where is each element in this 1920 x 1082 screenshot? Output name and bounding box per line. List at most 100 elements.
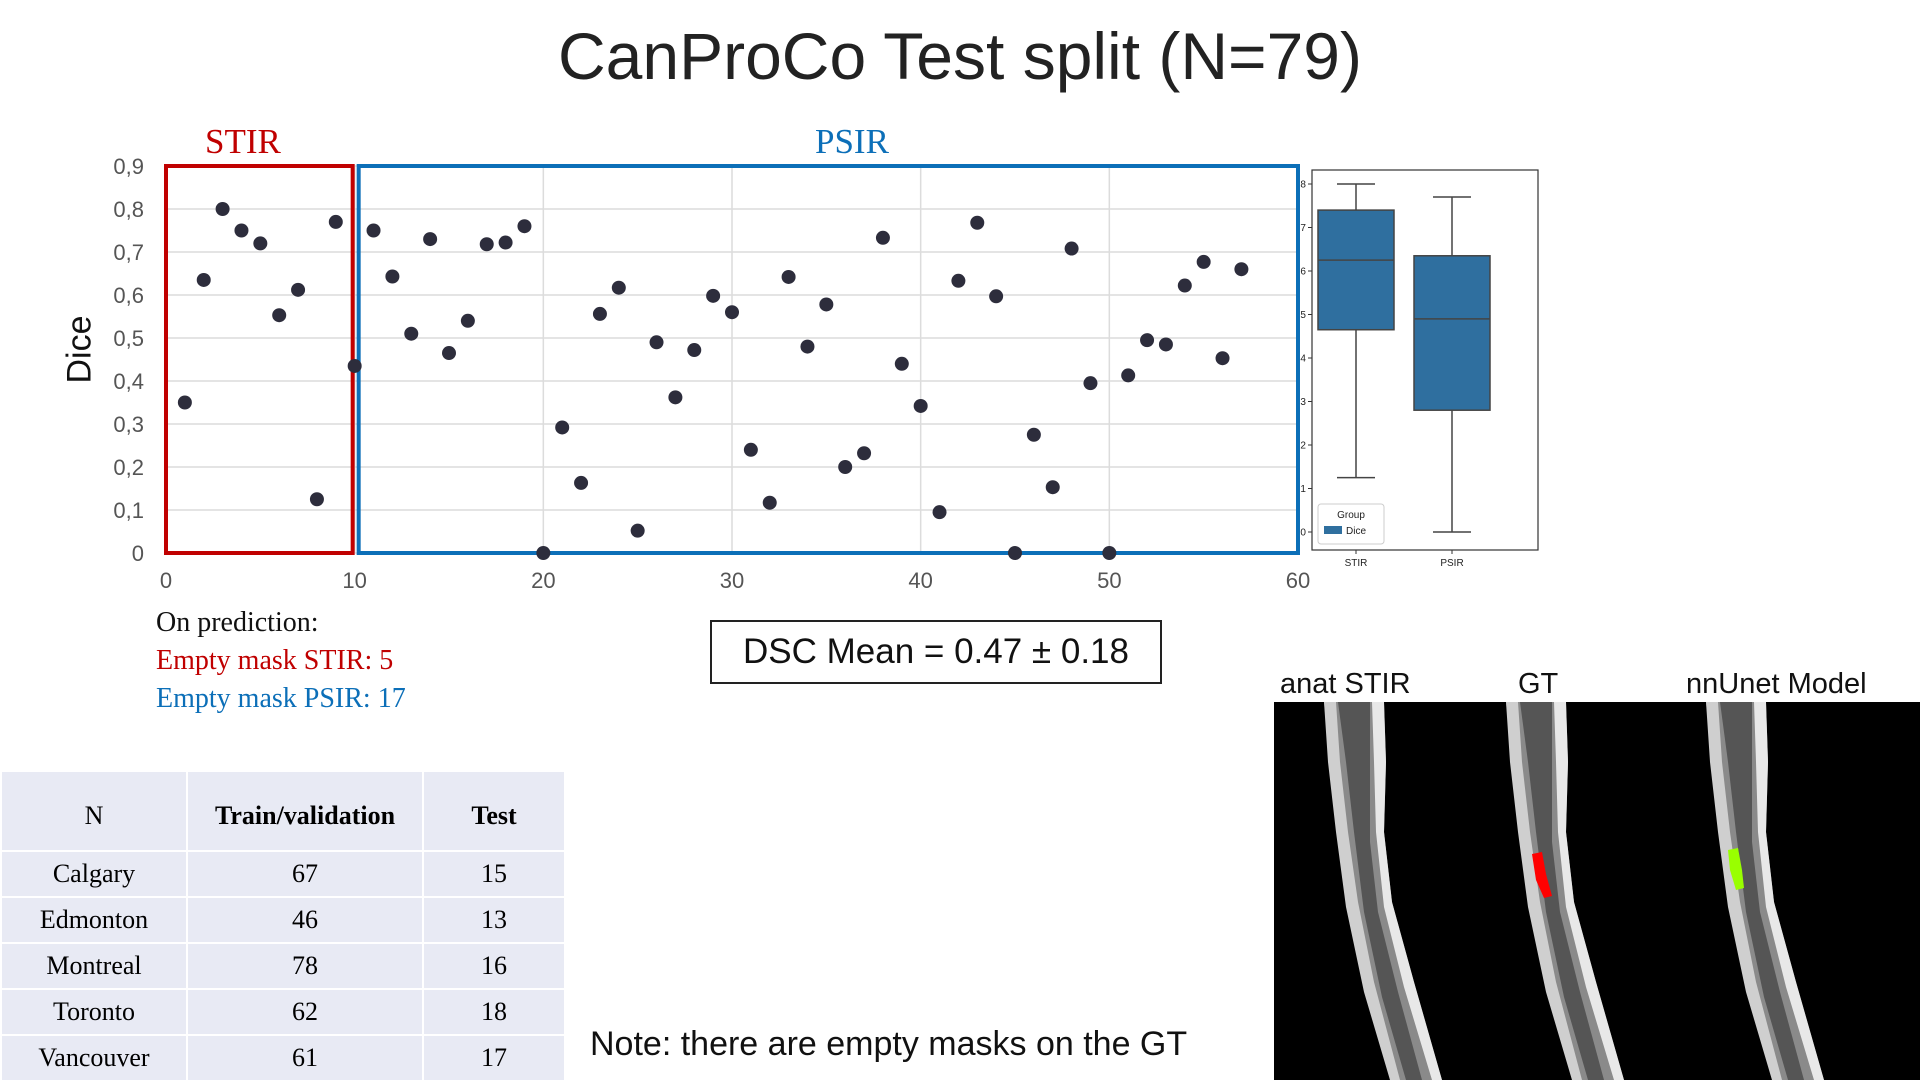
table-cell: 16: [422, 942, 566, 990]
table-cell: 15: [422, 850, 566, 898]
scatter-point: [857, 446, 872, 461]
x-tick-label: 0: [160, 568, 172, 593]
box-x-tick-label: STIR: [1345, 558, 1368, 569]
scatter-point: [215, 202, 230, 216]
scatter-point: [1121, 368, 1136, 383]
box-y-tick-label: 0.5: [1300, 310, 1306, 321]
box-y-tick-label: 0.8: [1300, 180, 1306, 191]
x-tick-label: 50: [1097, 568, 1121, 593]
region-box-stir: [164, 164, 355, 555]
scatter-point: [253, 236, 268, 251]
scatter-point: [442, 346, 456, 361]
table-header-cell: Test: [422, 770, 566, 852]
scatter-point: [725, 305, 739, 320]
scatter-point: [592, 306, 607, 321]
scatter-point: [743, 442, 758, 457]
scatter-point: [1064, 241, 1079, 256]
scatter-point: [555, 420, 570, 435]
scatter-point: [498, 235, 513, 250]
prediction-summary: On prediction: Empty mask STIR: 5 Empty …: [156, 604, 406, 718]
table-row: Edmonton 46 13: [0, 896, 566, 944]
x-tick-label: 30: [720, 568, 744, 593]
x-tick-label: 20: [531, 568, 555, 593]
table-row: Montreal 78 16: [0, 942, 566, 990]
y-tick-label: 0,4: [113, 369, 144, 394]
scatter-point: [1196, 254, 1211, 269]
scatter-point: [1215, 351, 1230, 366]
table-cell: 62: [186, 988, 424, 1036]
table-cell: Edmonton: [0, 896, 188, 944]
scatter-point: [1083, 376, 1098, 391]
legend-title: Group: [1337, 510, 1365, 521]
scatter-point: [328, 214, 343, 229]
scatter-point: [1026, 427, 1041, 442]
scatter-point: [762, 495, 777, 510]
table-row: Vancouver 61 17: [0, 1034, 566, 1082]
scatter-point: [234, 223, 249, 238]
legend-entry: Dice: [1346, 526, 1366, 537]
box-y-tick-label: 0.0: [1300, 528, 1306, 539]
table-cell: Calgary: [0, 850, 188, 898]
box-y-tick-label: 0.6: [1300, 267, 1306, 278]
scatter-point: [1177, 278, 1192, 293]
scatter-point: [291, 282, 306, 297]
y-tick-label: 0,8: [113, 197, 144, 222]
box-y-tick-label: 0.7: [1300, 223, 1306, 234]
scatter-point: [781, 269, 796, 284]
scatter-point: [1102, 546, 1117, 560]
dice-box-plot: 0.0 0.1 0.2 0.3 0.4 0.5 0.6 0.7 0.8 Dice STIR PSIR G…: [1300, 169, 1539, 569]
y-tick-label: 0,1: [113, 498, 144, 523]
scatter-point: [460, 313, 475, 328]
y-tick-label: 0,3: [113, 412, 144, 437]
scatter-point: [385, 269, 400, 284]
table-cell: 17: [422, 1034, 566, 1082]
region-box-psir: [356, 164, 1300, 555]
box-x-tick-label: PSIR: [1440, 558, 1463, 569]
dice-scatter-chart: 0 0,1 0,2 0,3 0,4 0,5 0,6 0,7 0,8 0,9 0 10 20 30 40 50 6…: [113, 154, 1310, 593]
box-iqr-stir: [1317, 209, 1395, 331]
stir-group-label: STIR: [205, 122, 281, 161]
mri-slice-model: [1706, 702, 1824, 1080]
box-y-tick-label: 0.4: [1300, 354, 1306, 365]
table-cell: Toronto: [0, 988, 188, 1036]
table-row: Calgary 67 15: [0, 850, 566, 898]
scatter-point: [611, 280, 626, 295]
mri-slice-gt: [1506, 702, 1624, 1080]
scatter-point: [1234, 262, 1249, 277]
table-cell: Montreal: [0, 942, 188, 990]
scatter-point: [1140, 333, 1155, 348]
scatter-point: [177, 395, 192, 410]
scatter-point: [479, 237, 494, 252]
y-tick-label: 0,9: [113, 154, 144, 179]
scatter-point: [630, 523, 645, 538]
slide-title: CanProCo Test split (N=79): [558, 19, 1362, 93]
scatter-point: [668, 390, 683, 405]
dsc-mean-box: DSC Mean = 0.47 ± 0.18: [710, 620, 1162, 684]
gt-lesion-mask: [1532, 852, 1552, 898]
empty-mask-stir: Empty mask STIR: 5: [156, 645, 394, 676]
psir-group-label: PSIR: [815, 122, 889, 161]
box-y-tick-label: 0.2: [1300, 441, 1306, 452]
model-lesion-mask: [1728, 848, 1744, 890]
scatter-point: [894, 356, 909, 371]
y-tick-label: 0,5: [113, 326, 144, 351]
empty-mask-psir: Empty mask PSIR: 17: [156, 683, 406, 714]
box-iqr-psir: [1413, 255, 1491, 411]
prediction-title: On prediction:: [156, 607, 319, 638]
scatter-point: [309, 492, 324, 507]
site-split-table: N Train/validation Test Calgary 67 15 Ed…: [0, 770, 566, 1082]
gt-note: Note: there are empty masks on the GT: [590, 1025, 1188, 1063]
table-cell: 67: [186, 850, 424, 898]
box-y-tick-label: 0.3: [1300, 397, 1306, 408]
scatter-point: [574, 475, 589, 490]
table-row: Toronto 62 18: [0, 988, 566, 1036]
mri-slices-image: [1274, 702, 1920, 1080]
scatter-point: [404, 326, 419, 341]
y-tick-label: 0,2: [113, 455, 144, 480]
scatter-point: [970, 215, 985, 230]
mri-title-gt: GT: [1518, 668, 1559, 700]
scatter-point: [951, 273, 966, 288]
y-tick-label: 0,7: [113, 240, 144, 265]
scatter-point: [913, 398, 928, 413]
scatter-point: [347, 358, 362, 373]
